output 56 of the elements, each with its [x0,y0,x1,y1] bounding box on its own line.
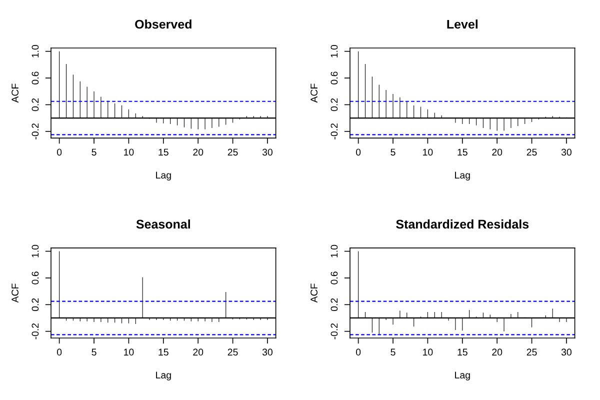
y-tick-label: 0.6 [330,272,338,284]
x-tick-label: 30 [561,148,572,156]
x-tick-label: 15 [158,348,168,356]
x-tick-label: 5 [92,148,96,156]
x-tick-label: 25 [228,148,238,156]
x-tick-label: 0 [57,348,62,356]
y-axis-title: ACF [12,84,18,103]
y-tick-label: 0.2 [32,298,39,312]
y-tick-label: -0.2 [330,323,338,340]
y-axis-title: ACF [310,84,318,103]
x-axis-title: Lag [156,372,171,380]
y-tick-label: -0.2 [32,124,39,140]
y-tick-label: 1.0 [32,244,39,258]
x-tick-label: 0 [57,148,62,156]
chart-title: Standardized Residals [396,219,529,229]
x-tick-label: 10 [124,148,134,156]
x-tick-label: 25 [526,148,537,156]
x-tick-label: 30 [262,148,273,156]
y-tick-label: 0.6 [330,72,338,84]
x-axis-title: Lag [455,372,470,380]
x-tick-label: 15 [458,348,468,356]
y-tick-label: 1.0 [330,44,338,58]
y-tick-label: 0.2 [330,298,338,312]
chart-title: Seasonal [136,219,190,229]
x-tick-label: 10 [423,348,433,356]
x-tick-label: 0 [356,148,361,156]
y-tick-label: 0.2 [330,98,338,112]
x-tick-label: 5 [390,348,396,356]
y-axis-title: ACF [310,284,318,303]
x-tick-label: 0 [356,348,361,356]
y-tick-label: 0.6 [32,272,39,284]
chart-title: Observed [135,19,192,29]
x-tick-label: 15 [458,148,468,156]
y-tick-label: 1.0 [32,44,39,58]
x-tick-label: 5 [390,148,396,156]
y-tick-label: -0.2 [330,124,338,140]
x-tick-label: 15 [158,148,168,156]
x-tick-label: 20 [193,148,204,156]
y-tick-label: 1.0 [330,244,338,258]
x-tick-label: 30 [561,348,572,356]
y-axis-title: ACF [12,284,18,303]
y-tick-label: 0.6 [32,72,39,84]
x-axis-title: Lag [156,172,171,180]
x-tick-label: 25 [228,348,238,356]
x-tick-label: 20 [193,348,204,356]
x-tick-label: 10 [124,348,134,356]
x-tick-label: 30 [262,348,273,356]
x-axis-title: Lag [455,172,470,180]
x-tick-label: 20 [492,148,502,156]
x-tick-label: 10 [423,148,433,156]
y-tick-label: 0.2 [32,98,39,112]
y-tick-label: -0.2 [32,323,39,340]
chart-title: Level [447,19,478,29]
x-tick-label: 20 [492,348,502,356]
x-tick-label: 25 [526,348,537,356]
x-tick-label: 5 [92,348,96,356]
